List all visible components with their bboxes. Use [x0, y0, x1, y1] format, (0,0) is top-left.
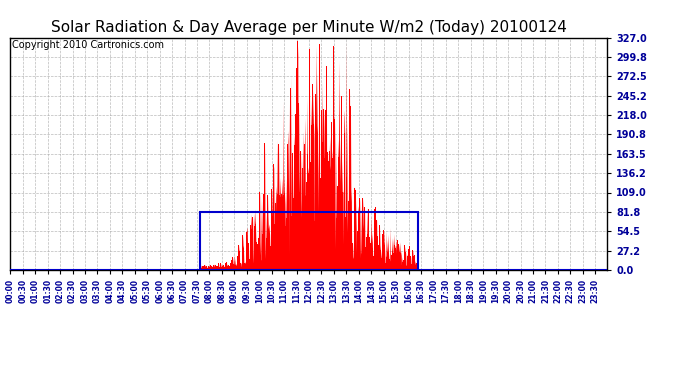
Bar: [200, 212, 417, 270]
Text: Copyright 2010 Cartronics.com: Copyright 2010 Cartronics.com: [12, 40, 164, 50]
Title: Solar Radiation & Day Average per Minute W/m2 (Today) 20100124: Solar Radiation & Day Average per Minute…: [51, 20, 566, 35]
